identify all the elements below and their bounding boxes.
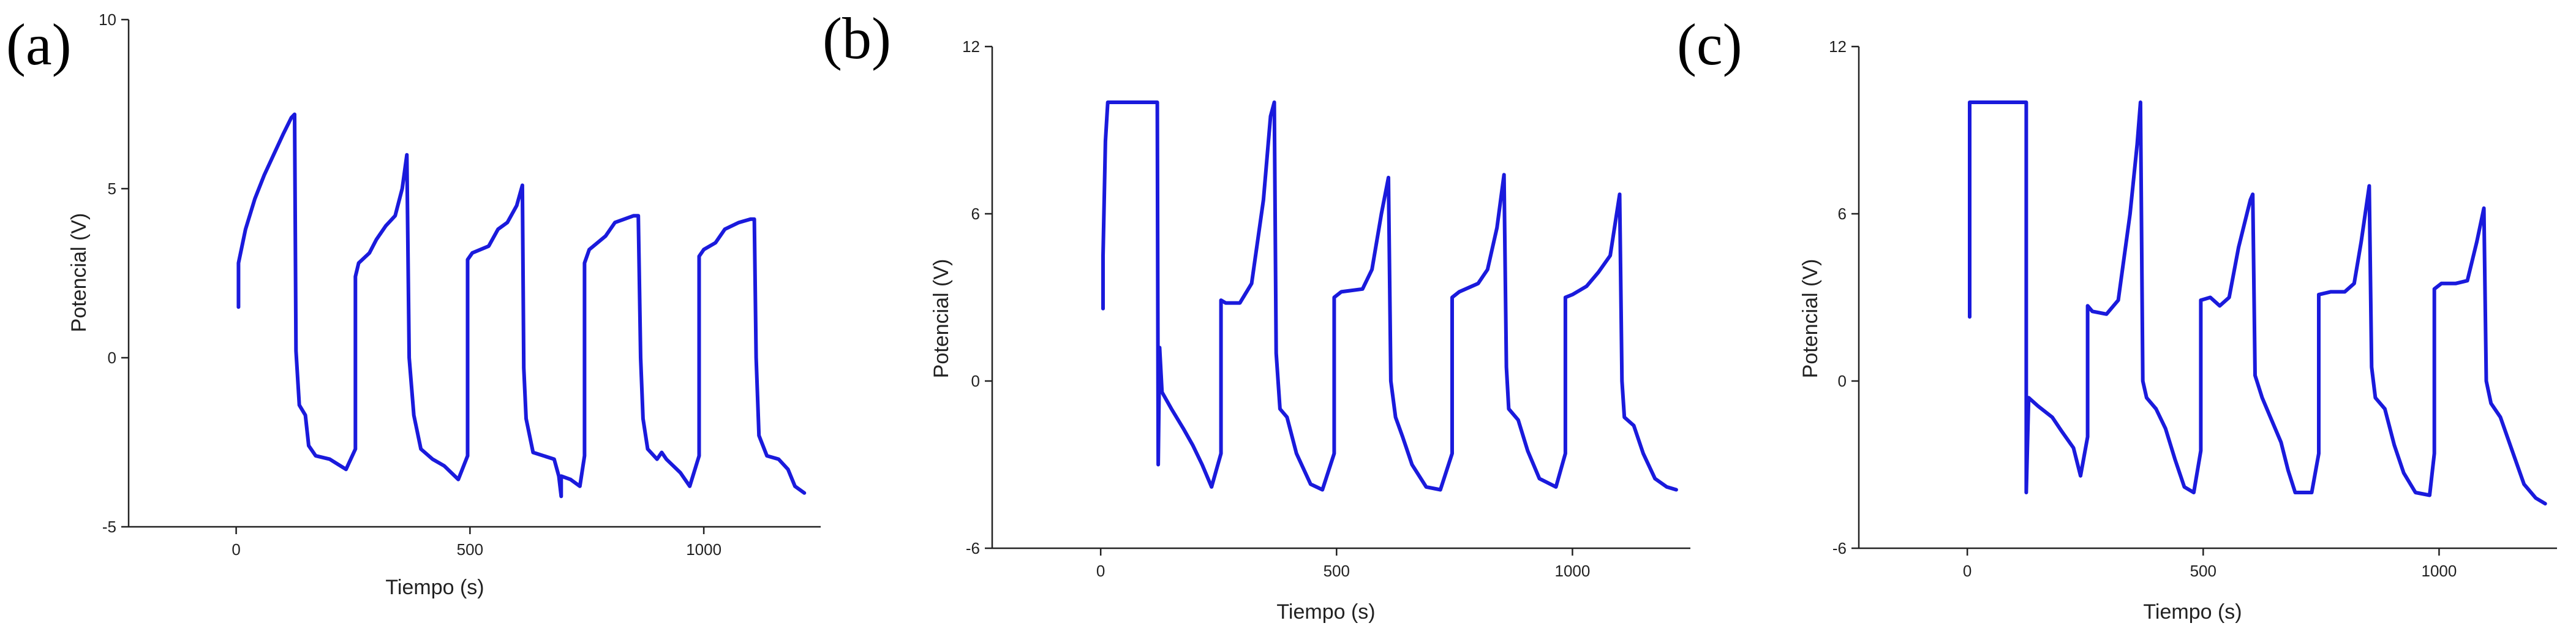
- x-tick-label-a: 500: [457, 540, 483, 559]
- x-tick-label-c: 0: [1963, 562, 1972, 580]
- y-tick-label-c: 6: [1838, 205, 1847, 223]
- panel-b: (b) Potencial (V) Tiempo (s) -6 0 6 12 0 500 1…: [823, 6, 1690, 624]
- panel-label-b: (b): [823, 6, 891, 71]
- x-tick-label-b: 500: [1324, 562, 1350, 580]
- y-axis-title-c: Potencial (V): [1799, 259, 1822, 379]
- x-tick-label-a: 0: [232, 540, 240, 559]
- y-tick-label-a: -5: [102, 518, 116, 536]
- panel-c: (c) Potencial (V) Tiempo (s) -6 0 6 12 0 500 1…: [1677, 12, 2557, 624]
- x-tick-label-a: 1000: [686, 540, 721, 559]
- panel-label-c: (c): [1677, 12, 1742, 77]
- plot-area-a: [236, 112, 807, 499]
- ticks-c: -6 0 6 12 0 500 1000: [1829, 37, 2457, 580]
- ticks-a: -5 0 5 10 0 500 1000: [99, 10, 721, 559]
- plot-area-c: [1968, 100, 2547, 506]
- y-tick-label-c: 12: [1829, 37, 1847, 56]
- y-tick-label-b: 12: [962, 37, 980, 56]
- panel-label-a: (a): [6, 12, 72, 77]
- y-tick-label-c: -6: [1832, 539, 1847, 557]
- ticks-b: -6 0 6 12 0 500 1000: [962, 37, 1590, 580]
- axes-b: [991, 47, 1690, 549]
- x-axis-title-b: Tiempo (s): [1276, 600, 1375, 624]
- y-tick-label-b: 6: [971, 205, 980, 223]
- y-tick-label-a: 0: [108, 349, 116, 367]
- x-tick-label-b: 0: [1096, 562, 1105, 580]
- series-line-a: [236, 112, 807, 499]
- y-tick-label-a: 10: [99, 10, 116, 29]
- x-axis-title-a: Tiempo (s): [385, 576, 484, 599]
- y-tick-label-b: -6: [966, 539, 980, 557]
- x-tick-label-b: 1000: [1555, 562, 1591, 580]
- plot-area-b: [1101, 100, 1678, 492]
- panel-a: (a) Potencial (V) Tiempo (s) -5 0 5 10 0 500 1…: [6, 10, 821, 599]
- axes-c: [1858, 47, 2557, 549]
- x-tick-label-c: 1000: [2422, 562, 2457, 580]
- y-tick-label-c: 0: [1838, 372, 1847, 390]
- axes-a: [127, 20, 821, 528]
- x-tick-label-c: 500: [2190, 562, 2216, 580]
- y-axis-title-b: Potencial (V): [930, 259, 953, 379]
- y-tick-label-a: 5: [108, 179, 116, 198]
- y-tick-label-b: 0: [971, 372, 980, 390]
- x-axis-title-c: Tiempo (s): [2143, 600, 2242, 624]
- series-line-b: [1101, 100, 1678, 492]
- y-axis-title-a: Potencial (V): [67, 213, 91, 333]
- series-line-c: [1968, 100, 2547, 506]
